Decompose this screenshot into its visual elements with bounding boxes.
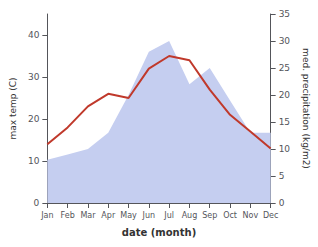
- svg-text:Sep: Sep: [202, 211, 217, 220]
- svg-text:Oct: Oct: [223, 211, 237, 220]
- svg-text:30: 30: [279, 36, 291, 46]
- svg-text:May: May: [120, 211, 137, 220]
- svg-text:10: 10: [279, 144, 291, 154]
- svg-text:0: 0: [279, 198, 285, 208]
- svg-text:max temp (C): max temp (C): [8, 77, 18, 139]
- svg-text:Jul: Jul: [163, 211, 174, 220]
- svg-text:0: 0: [34, 198, 40, 208]
- svg-text:15: 15: [279, 117, 290, 127]
- svg-text:40: 40: [28, 30, 40, 40]
- svg-text:5: 5: [279, 171, 285, 181]
- svg-text:30: 30: [28, 72, 40, 82]
- svg-text:35: 35: [279, 9, 290, 19]
- svg-text:20: 20: [28, 114, 40, 124]
- svg-text:Dec: Dec: [263, 211, 278, 220]
- svg-text:25: 25: [279, 63, 290, 73]
- svg-text:10: 10: [28, 156, 40, 166]
- svg-text:Jan: Jan: [40, 211, 53, 220]
- svg-text:med. precipitation (kg/m2): med. precipitation (kg/m2): [301, 48, 311, 169]
- svg-text:Aug: Aug: [182, 211, 198, 220]
- svg-text:Jun: Jun: [142, 211, 156, 220]
- svg-text:Apr: Apr: [101, 211, 116, 220]
- svg-text:Nov: Nov: [243, 211, 259, 220]
- svg-text:Feb: Feb: [61, 211, 75, 220]
- svg-text:20: 20: [279, 90, 291, 100]
- svg-text:date (month): date (month): [122, 227, 196, 238]
- svg-text:Mar: Mar: [80, 211, 96, 220]
